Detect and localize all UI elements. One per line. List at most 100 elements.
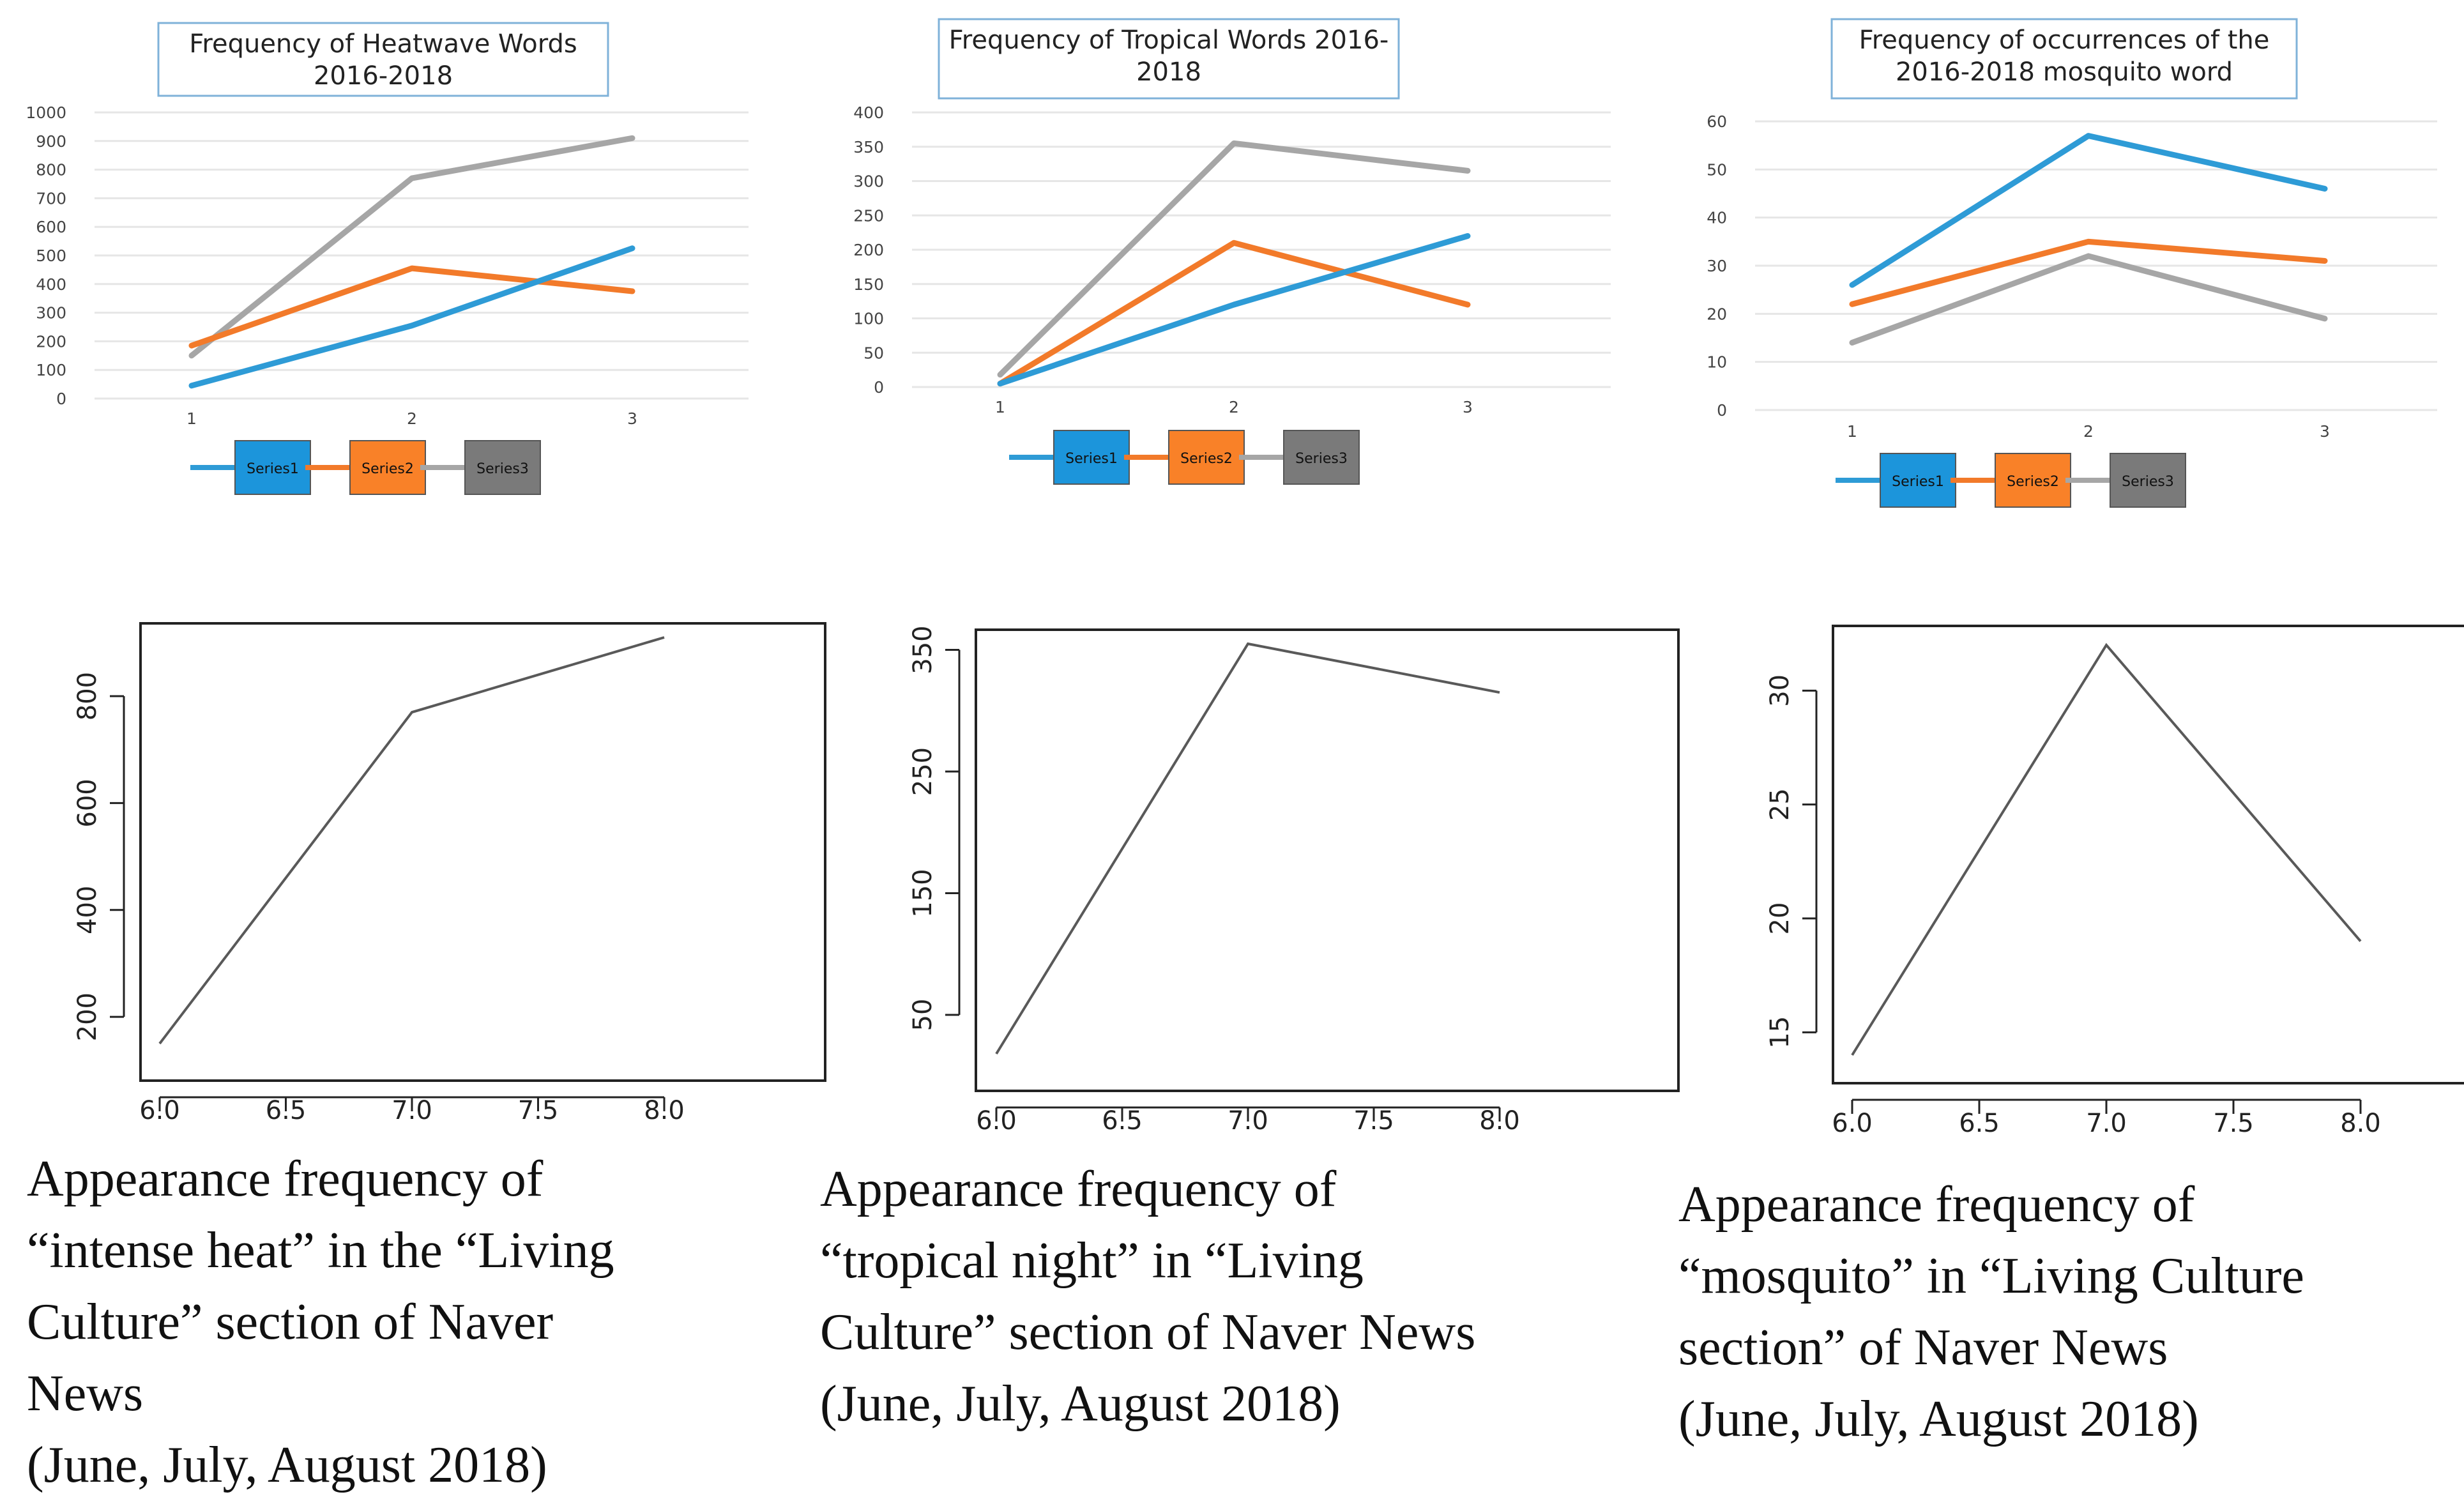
y-tick-label: 0 bbox=[1717, 401, 1727, 420]
x-tick-label: 3 bbox=[1463, 398, 1473, 416]
y-tick-label: 600 bbox=[36, 218, 66, 236]
caption-line: (June, July, August 2018) bbox=[27, 1437, 547, 1493]
x-tick-label: 7.0 bbox=[392, 1096, 432, 1125]
x-tick-label: 8.0 bbox=[2340, 1109, 2381, 1138]
x-tick-label: 7.0 bbox=[1228, 1106, 1268, 1136]
y-tick-label: 800 bbox=[36, 161, 66, 179]
caption-line: “intense heat” in the “Living bbox=[27, 1222, 614, 1279]
x-tick-label: 1 bbox=[186, 409, 197, 428]
y-tick-label: 400 bbox=[853, 103, 884, 122]
chart-title-line: 2016-2018 bbox=[314, 61, 453, 91]
x-tick-label: 6.5 bbox=[1102, 1106, 1143, 1136]
y-tick-label: 200 bbox=[73, 993, 102, 1041]
x-tick-label: 6.5 bbox=[1959, 1109, 2000, 1138]
legend-swatch bbox=[1283, 430, 1360, 485]
legend-label: Series3 bbox=[1295, 451, 1348, 467]
legend-swatch bbox=[1880, 453, 1956, 508]
y-tick-label: 200 bbox=[853, 241, 884, 259]
legend-label: Series3 bbox=[2122, 474, 2174, 490]
legend-swatch bbox=[464, 440, 541, 495]
y-tick-label: 0 bbox=[56, 390, 66, 408]
intense-heat-r-plot: 6.0 6.5 7.0 7.5 8.0 200 400 600 800 bbox=[0, 600, 826, 1150]
chart-title-box bbox=[938, 18, 1400, 100]
legend-label: Series2 bbox=[361, 461, 414, 477]
y-tick-label: 200 bbox=[36, 332, 66, 351]
tropical-night-r-plot: 6.0 6.5 7.0 7.5 8.0 50 150 250 350 bbox=[811, 607, 1680, 1156]
y-tick-label: 400 bbox=[73, 886, 102, 934]
y-tick-label: 150 bbox=[853, 275, 884, 294]
mosquito-r-plot: 6.0 6.5 7.0 7.5 8.0 15 20 25 30 bbox=[1661, 613, 2464, 1162]
plot-svg: 6.0 6.5 7.0 7.5 8.0 200 400 600 800 bbox=[73, 622, 826, 1125]
legend-swatch bbox=[349, 440, 426, 495]
caption-mosquito: Appearance frequency of “mosquito” in “L… bbox=[1678, 1169, 2304, 1455]
chart-title-line: Frequency of Heatwave Words bbox=[189, 29, 577, 59]
y-tick-label: 350 bbox=[853, 138, 884, 156]
y-tick-label: 40 bbox=[1707, 209, 1727, 227]
caption-tropical-night: Appearance frequency of “tropical night”… bbox=[820, 1153, 1475, 1440]
y-tick-label: 20 bbox=[1707, 305, 1727, 323]
plot-frame bbox=[975, 628, 1680, 1092]
series3-line bbox=[1849, 253, 2328, 346]
x-tick-label: 2 bbox=[2083, 422, 2094, 441]
series2-line bbox=[1849, 238, 2328, 307]
y-tick-label: 10 bbox=[1707, 353, 1727, 372]
y-tick-label: 60 bbox=[1707, 112, 1727, 131]
caption-line: “tropical night” in “Living bbox=[820, 1233, 1364, 1289]
chart-title-line: Frequency of Tropical Words 2016- bbox=[949, 26, 1389, 55]
caption-line: section” of Naver News bbox=[1678, 1320, 2168, 1376]
x-tick-label: 1 bbox=[995, 398, 1005, 416]
y-tick-label: 500 bbox=[36, 247, 66, 265]
data-line bbox=[158, 636, 665, 1045]
y-tick-label: 50 bbox=[908, 999, 938, 1031]
y-tick-label: 350 bbox=[908, 625, 938, 674]
x-tick-label: 3 bbox=[627, 409, 637, 428]
y-tick-label: 100 bbox=[853, 310, 884, 328]
series1-line bbox=[1849, 133, 2328, 288]
data-line bbox=[1851, 643, 2362, 1056]
x-tick-label: 7.5 bbox=[2213, 1109, 2254, 1138]
y-tick-label: 30 bbox=[1707, 257, 1727, 275]
tropical-excel-chart: Frequency of Tropical Words 2016- 2018 0 50… bbox=[818, 0, 1648, 511]
caption-intense-heat: Appearance frequency of “intense heat” i… bbox=[27, 1143, 614, 1501]
plot-svg: 6.0 6.5 7.0 7.5 8.0 50 150 250 350 bbox=[908, 625, 1680, 1136]
legend-label: Series2 bbox=[2007, 474, 2059, 490]
legend-swatch bbox=[2110, 453, 2186, 508]
legend-label: Series1 bbox=[1892, 474, 1944, 490]
y-tick-label: 50 bbox=[1707, 160, 1727, 179]
legend-label: Series1 bbox=[247, 461, 299, 477]
chart-title-line: 2018 bbox=[1136, 57, 1201, 87]
legend-swatch bbox=[1053, 430, 1130, 485]
x-tick-label: 6.5 bbox=[266, 1096, 307, 1125]
x-tick-label: 7.0 bbox=[2086, 1109, 2127, 1138]
caption-line: Appearance frequency of bbox=[1678, 1176, 2195, 1233]
y-tick-label: 900 bbox=[36, 132, 66, 151]
x-tick-label: 6.0 bbox=[1832, 1109, 1873, 1138]
y-tick-label: 150 bbox=[908, 869, 938, 917]
caption-line: Appearance frequency of bbox=[820, 1161, 1337, 1217]
x-tick-label: 8.0 bbox=[1479, 1106, 1520, 1136]
y-tick-label: 15 bbox=[1765, 1016, 1795, 1049]
y-tick-label: 30 bbox=[1765, 674, 1795, 707]
mosquito-excel-chart: Frequency of occurrences of the 2016-2018… bbox=[1661, 0, 2464, 524]
y-tick-label: 400 bbox=[36, 275, 66, 294]
x-tick-label: 2 bbox=[407, 409, 417, 428]
chart-svg: Frequency of Tropical Words 2016-2018 0 50… bbox=[853, 18, 1611, 485]
y-tick-label: 600 bbox=[73, 779, 102, 827]
legend-label: Series1 bbox=[1065, 451, 1118, 467]
x-tick-label: 7.5 bbox=[1353, 1106, 1394, 1136]
plot-svg: 6.0 6.5 7.0 7.5 8.0 15 20 25 30 bbox=[1765, 625, 2464, 1138]
plot-frame bbox=[1832, 625, 2464, 1084]
x-tick-label: 8.0 bbox=[644, 1096, 685, 1125]
y-tick-label: 50 bbox=[863, 344, 884, 362]
y-tick-label: 100 bbox=[36, 361, 66, 379]
caption-line: (June, July, August 2018) bbox=[1678, 1391, 2199, 1447]
caption-line: Culture” section of Naver bbox=[27, 1294, 554, 1350]
y-tick-label: 700 bbox=[36, 189, 66, 208]
series2-line bbox=[188, 265, 635, 349]
chart-title-line: 2016-2018 mosquito word bbox=[1896, 57, 2233, 87]
chart-title-box bbox=[1830, 18, 2298, 100]
series1-line bbox=[997, 233, 1471, 387]
chart-title-line: Frequency of occurrences of the bbox=[1859, 26, 2270, 55]
plot-frame bbox=[139, 622, 826, 1082]
